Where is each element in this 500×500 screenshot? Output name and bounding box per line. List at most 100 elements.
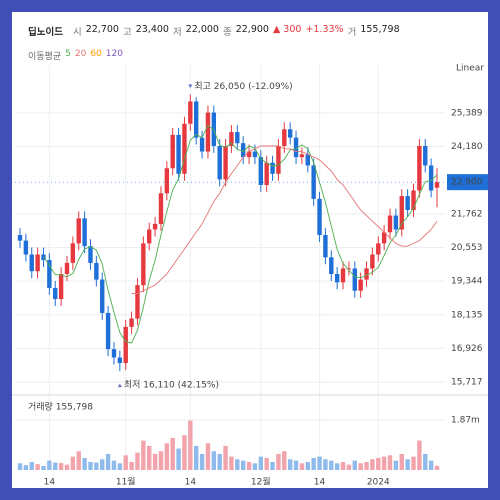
candle-body	[188, 101, 193, 124]
candle-body	[82, 218, 87, 247]
candle-body	[276, 145, 281, 174]
ma-period: 5	[65, 49, 71, 59]
y-tick-label: 15,717	[451, 378, 483, 388]
header: 딥노이드 시 22,700 고 23,400 저 22,000 종 22,900 ▲ 300 +1…	[28, 24, 400, 38]
candle-body	[123, 326, 128, 364]
x-tick-label: 14	[185, 478, 197, 488]
candle-body	[252, 151, 258, 158]
candle-body	[135, 285, 140, 319]
candle-body	[47, 260, 52, 288]
v-tick-label: 1.87m	[451, 416, 480, 426]
field-value: 155,798	[360, 24, 400, 35]
candle-body	[317, 198, 322, 236]
volume-bar	[334, 463, 340, 470]
candle-body	[105, 312, 111, 350]
volume-bar	[240, 460, 246, 470]
candle-body	[205, 112, 211, 152]
candle-body	[111, 349, 117, 358]
volume-bar	[211, 451, 217, 470]
volume-bar	[264, 457, 269, 470]
volume-bar	[376, 457, 381, 470]
candle-body	[393, 215, 399, 230]
volume-bar	[411, 456, 416, 470]
volume-bar	[82, 457, 87, 470]
candle-body	[346, 268, 352, 270]
candle-body	[352, 268, 357, 291]
x-tick-label: 14	[44, 478, 56, 488]
volume-bar	[235, 459, 240, 470]
volume-bar	[170, 437, 175, 470]
candle-body	[258, 157, 264, 185]
candle-body	[381, 232, 387, 244]
annotation: 최저 16,110 (42.15%)	[124, 380, 219, 391]
candle-body	[311, 165, 316, 199]
candle-body	[64, 262, 70, 275]
volume-bar	[152, 453, 158, 470]
current-price-label: 22,900	[451, 178, 483, 188]
volume-bar	[364, 461, 369, 470]
candle-body	[17, 235, 23, 241]
volume-bar	[317, 456, 322, 470]
volume-title: 거래량 155,798	[28, 401, 93, 413]
volume-bar	[199, 453, 205, 470]
candle-body	[323, 235, 328, 258]
candle-body	[70, 243, 76, 263]
y-tick-label: 19,344	[451, 277, 483, 287]
volume-bar	[246, 461, 252, 470]
volume-bar	[182, 435, 187, 470]
candle-body	[53, 287, 58, 300]
candle-body	[41, 254, 46, 261]
volume-bar	[340, 461, 346, 470]
candle-body	[164, 168, 170, 194]
ma-line	[131, 145, 438, 294]
volume-bar	[393, 460, 399, 470]
candle-body	[170, 134, 175, 169]
candle-body	[240, 143, 246, 158]
volume-bar	[352, 460, 357, 470]
field-value: 22,900	[235, 24, 269, 35]
candle-body	[405, 196, 410, 210]
volume-bar	[47, 460, 52, 470]
candle-body	[76, 218, 81, 244]
volume-bar	[299, 463, 305, 470]
volume-bar	[164, 443, 170, 470]
candle-body	[94, 262, 99, 280]
candle-body	[270, 162, 275, 174]
candle-body	[399, 196, 404, 230]
candle-body	[428, 165, 434, 191]
field-label: 시	[72, 27, 82, 38]
change: ▲ 300	[272, 24, 302, 35]
candle-body	[329, 257, 334, 275]
volume-bar	[417, 440, 422, 470]
candle-body	[217, 145, 222, 180]
candle-body	[23, 240, 29, 255]
volume-bar	[428, 460, 434, 470]
candle-body	[158, 193, 164, 224]
candle-body	[176, 134, 181, 174]
y-tick-label: 25,389	[451, 108, 483, 118]
candle-body	[235, 132, 240, 144]
candle-body	[282, 129, 287, 146]
candle-body	[88, 246, 93, 263]
volume-bar	[41, 465, 46, 470]
candle-body	[340, 268, 346, 283]
candle-body	[141, 243, 146, 286]
volume-bar	[147, 445, 152, 470]
candle-body	[152, 223, 158, 230]
ma-legend: 이동평균 5 20 60 120	[28, 49, 123, 62]
volume-bar	[270, 461, 275, 470]
candle-body	[364, 268, 369, 280]
volume-bar	[135, 452, 140, 470]
candle-body	[117, 357, 123, 364]
volume-bar	[387, 455, 393, 470]
volume-bar	[64, 464, 70, 470]
volume-bar	[111, 460, 117, 470]
volume-bar	[94, 462, 99, 470]
ma-period: 20	[74, 49, 87, 59]
volume-bar	[205, 443, 211, 470]
annotation-marker	[188, 84, 193, 88]
volume-bar	[329, 460, 334, 470]
volume-bar	[58, 463, 64, 470]
field-value: 22,700	[85, 24, 119, 35]
